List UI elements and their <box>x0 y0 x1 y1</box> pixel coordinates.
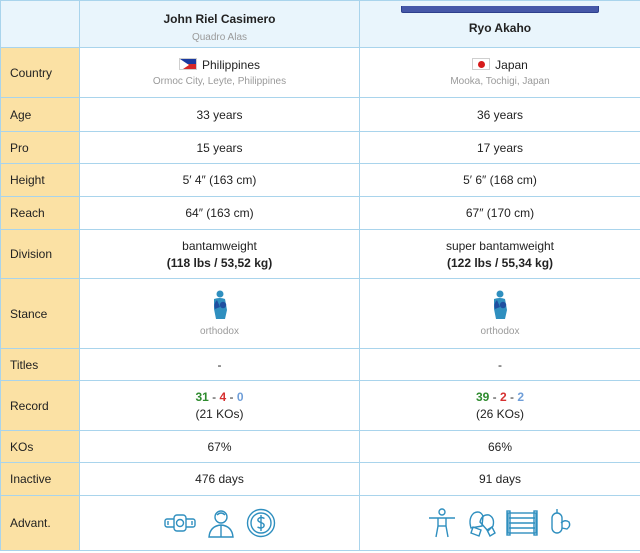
fighter1-record-cell: 31 - 4 - 0 (21 KOs) <box>79 380 360 431</box>
fighter2-stance: orthodox <box>480 326 520 337</box>
fighter2-division-cell: super bantamweight (122 lbs / 55,34 kg) <box>359 229 640 279</box>
fighter2-stance-cell: orthodox <box>359 278 640 349</box>
fighter1-ko-pct: 67% <box>79 430 360 463</box>
fighter2-draws: 2 <box>517 390 525 404</box>
fighter2-wins: 39 <box>475 390 490 404</box>
fighter1-country: Philippines <box>201 58 261 72</box>
ring-icon <box>506 510 538 536</box>
fighter2-inactive: 91 days <box>359 462 640 496</box>
money-icon <box>246 508 275 538</box>
country-label: Country <box>0 47 80 98</box>
age-row: Age 33 years 36 years <box>0 97 640 132</box>
fighter1-pro: 15 years <box>79 131 360 164</box>
fighter1-stance-cell: orthodox <box>79 278 360 349</box>
fighter2-advantages <box>359 495 640 551</box>
inactive-row: Inactive 476 days 91 days <box>0 462 640 496</box>
fighter1-nickname: Quadro Alas <box>191 31 248 43</box>
record-separator: - <box>492 390 497 404</box>
kos-label: KOs <box>0 430 80 463</box>
stance-row: Stance orthodox orthodox <box>0 278 640 349</box>
fighter1-birthplace: Ormoc City, Leyte, Philippines <box>152 76 287 87</box>
title-belt-icon <box>163 514 196 532</box>
fighter1-weight: (118 lbs / 53,52 kg) <box>166 255 273 270</box>
titles-row: Titles - - <box>0 348 640 381</box>
fighter1-country-cell: Philippines Ormoc City, Leyte, Philippin… <box>79 47 360 98</box>
fighter1-draws: 0 <box>236 390 244 404</box>
record-row: Record 31 - 4 - 0 (21 KOs) 39 - 2 - 2 (2… <box>0 380 640 431</box>
reach-row: Reach 64″ (163 cm) 67″ (170 cm) <box>0 196 640 230</box>
gloves-icon <box>469 511 496 537</box>
titles-label: Titles <box>0 348 80 381</box>
record-separator: - <box>212 390 217 404</box>
fighter2-ko-pct: 66% <box>359 430 640 463</box>
fighter2-age: 36 years <box>359 97 640 132</box>
fighter1-losses: 4 <box>219 390 227 404</box>
fighter2-record-cell: 39 - 2 - 2 (26 KOs) <box>359 380 640 431</box>
fighter2-pro: 17 years <box>359 131 640 164</box>
fighter1-height: 5′ 4″ (163 cm) <box>79 163 360 197</box>
fighter1-record-kos: (21 KOs) <box>195 407 244 421</box>
stance-label: Stance <box>0 278 80 349</box>
fighter1-division-cell: bantamweight (118 lbs / 53,52 kg) <box>79 229 360 279</box>
fighter1-name[interactable]: John Riel Casimero <box>163 11 276 26</box>
country-row: Country Philippines Ormoc City, Leyte, P… <box>0 47 640 98</box>
fighter2-record-kos: (26 KOs) <box>475 407 524 421</box>
popularity-icon <box>207 510 234 538</box>
philippines-flag-icon <box>178 58 197 70</box>
fighter1-inactive: 476 days <box>79 462 360 496</box>
height-row: Height 5′ 4″ (163 cm) 5′ 6″ (168 cm) <box>0 163 640 197</box>
reach-label: Reach <box>0 196 80 230</box>
japan-flag-icon <box>472 58 491 70</box>
record-label: Record <box>0 380 80 431</box>
header-corner <box>0 0 80 48</box>
fighter1-titles: - <box>79 348 360 381</box>
fighter2-losses: 2 <box>499 390 507 404</box>
fighter1-wins: 31 <box>195 390 209 404</box>
fighter2-country-cell: Japan Mooka, Tochigi, Japan <box>359 47 640 98</box>
record-separator: - <box>229 390 234 404</box>
height-label: Height <box>0 163 80 197</box>
fighter1-stance: orthodox <box>200 326 239 337</box>
punching-bag-icon <box>551 509 571 534</box>
age-label: Age <box>0 97 80 132</box>
fighter1-advantages <box>79 495 360 551</box>
orthodox-stance-icon <box>494 290 507 319</box>
reach-icon <box>429 508 455 538</box>
fighter2-titles: - <box>359 348 640 381</box>
header-row: John Riel Casimero Quadro Alas Ryo Akaho <box>0 0 640 48</box>
fighter1-header: John Riel Casimero Quadro Alas <box>79 0 360 48</box>
fighter1-division: bantamweight <box>182 238 257 253</box>
record-separator: - <box>510 390 515 404</box>
pro-label: Pro <box>0 131 80 164</box>
fighter2-height: 5′ 6″ (168 cm) <box>359 163 640 197</box>
advantages-label: Advant. <box>0 495 80 551</box>
fighter2-header: Ryo Akaho <box>359 0 640 48</box>
pro-row: Pro 15 years 17 years <box>0 131 640 164</box>
division-label: Division <box>0 229 80 279</box>
fighter2-country: Japan <box>495 58 528 72</box>
advantages-row: Advant. <box>0 495 640 551</box>
division-row: Division bantamweight (118 lbs / 53,52 k… <box>0 229 640 279</box>
fighter2-reach: 67″ (170 cm) <box>359 196 640 230</box>
fighter2-division: super bantamweight <box>445 238 555 253</box>
fighter2-birthplace: Mooka, Tochigi, Japan <box>450 76 550 87</box>
fighter2-name[interactable]: Ryo Akaho <box>468 20 532 35</box>
inactive-label: Inactive <box>0 462 80 496</box>
fighter2-weight: (122 lbs / 55,34 kg) <box>446 255 554 270</box>
kos-row: KOs 67% 66% <box>0 430 640 463</box>
orthodox-stance-icon <box>213 290 227 319</box>
fighter1-reach: 64″ (163 cm) <box>79 196 360 230</box>
fighter2-photo[interactable] <box>401 5 599 13</box>
fighter1-age: 33 years <box>79 97 360 132</box>
